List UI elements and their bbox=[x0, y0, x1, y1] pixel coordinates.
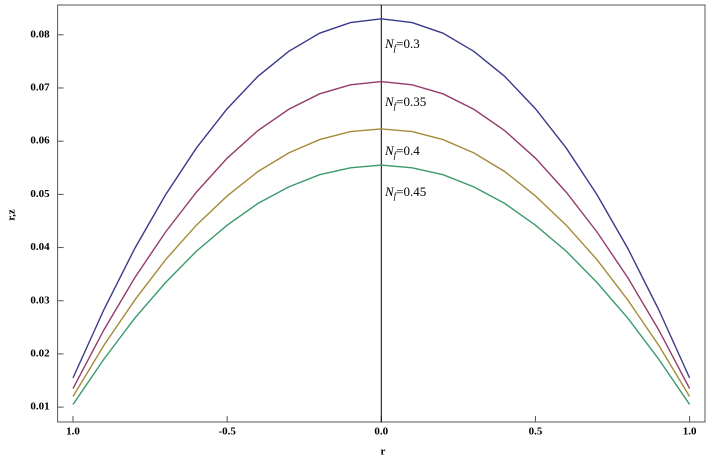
y-axis-label: r,z bbox=[6, 209, 18, 221]
label-value: =0.45 bbox=[396, 184, 426, 199]
series-line bbox=[72, 128, 691, 397]
y-tick-label: 0.06 bbox=[30, 135, 50, 147]
series-line bbox=[72, 18, 691, 379]
x-tick-label: 0.5 bbox=[529, 426, 543, 438]
y-tick-label: 0.03 bbox=[30, 294, 50, 306]
x-tick-label: 0.0 bbox=[374, 426, 388, 438]
label-base: N bbox=[384, 184, 395, 199]
x-tick-label: 1.0 bbox=[66, 426, 80, 438]
y-tick-label: 0.07 bbox=[30, 82, 50, 94]
label-base: N bbox=[384, 36, 395, 51]
x-tick-label: 1.0 bbox=[683, 426, 697, 438]
series-label: Nf=0.4 bbox=[384, 143, 420, 160]
y-tick-label: 0.05 bbox=[30, 188, 50, 200]
x-tick-label: -0.5 bbox=[218, 426, 236, 438]
label-sub: f bbox=[394, 43, 398, 53]
y-tick-label: 0.04 bbox=[30, 241, 50, 253]
x-axis-label: r bbox=[381, 446, 386, 458]
label-sub: f bbox=[394, 101, 398, 111]
series-label: Nf=0.35 bbox=[384, 94, 426, 111]
label-base: N bbox=[384, 94, 395, 109]
y-tick-label: 0.08 bbox=[30, 28, 50, 40]
label-value: =0.35 bbox=[396, 94, 426, 109]
y-tick-label: 0.02 bbox=[30, 347, 50, 359]
y-tick-label: 0.01 bbox=[30, 401, 49, 413]
label-value: =0.3 bbox=[396, 36, 420, 51]
series-line bbox=[72, 164, 691, 405]
label-sub: f bbox=[394, 191, 398, 201]
label-value: =0.4 bbox=[396, 143, 420, 158]
series-label: Nf=0.45 bbox=[384, 184, 426, 201]
series-label: Nf=0.3 bbox=[384, 36, 420, 53]
label-sub: f bbox=[394, 150, 398, 160]
series-line bbox=[72, 80, 691, 389]
label-base: N bbox=[384, 143, 395, 158]
